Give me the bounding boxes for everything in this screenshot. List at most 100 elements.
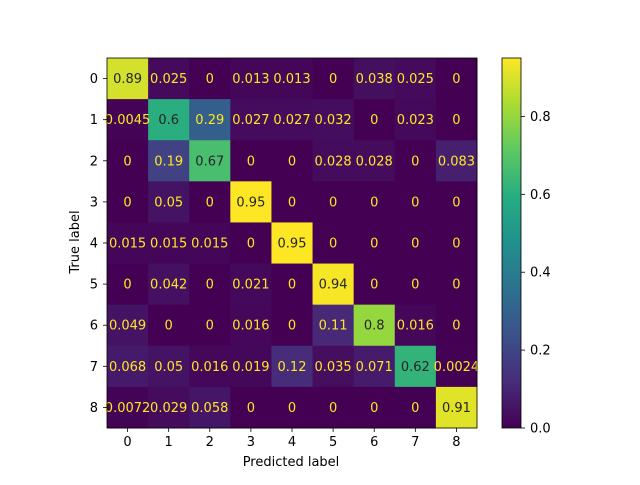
heatmap-cell — [230, 222, 272, 265]
heatmap-cell — [394, 222, 437, 265]
cell-value-label: 0.028 — [356, 154, 393, 169]
cell-value-label: 0 — [452, 319, 460, 334]
cell-value-label: 0.029 — [150, 401, 187, 416]
cell-value-label: 0 — [288, 195, 296, 210]
heatmap-cell — [230, 263, 272, 306]
cell-value-label: 0.042 — [150, 278, 187, 293]
cell-value-label: 0.0072 — [105, 401, 151, 416]
cell-value-label: 0 — [288, 319, 296, 334]
heatmap-cell — [353, 140, 396, 182]
cell-value-label: 0 — [206, 278, 214, 293]
heatmap-cell-labels: 0.89 0.025 0 0.013 0.013 0 0.038 0.025 0 0.0045 0.… — [105, 72, 479, 416]
heatmap-cell — [312, 386, 355, 429]
colorbar-tick-label: 0.4 — [530, 266, 551, 281]
heatmap-cell — [435, 304, 478, 347]
cell-value-label: 0.05 — [154, 360, 183, 375]
cell-value-label: 0 — [206, 72, 214, 87]
cell-value-label: 0.6 — [158, 113, 179, 128]
cell-value-label: 0.29 — [195, 113, 224, 128]
heatmap-cell — [148, 99, 190, 141]
cell-value-label: 0 — [452, 72, 460, 87]
cell-value-label: 0 — [411, 278, 419, 293]
heatmap-cell — [230, 58, 272, 100]
heatmap-cell — [107, 58, 149, 100]
heatmap-cell — [148, 345, 190, 388]
cell-value-label: 0 — [288, 401, 296, 416]
heatmap-cell — [394, 181, 437, 223]
cell-value-label: 0 — [452, 278, 460, 293]
cell-value-label: 0.94 — [319, 278, 348, 293]
heatmap-cell — [394, 345, 437, 388]
heatmap-cell — [148, 263, 190, 306]
heatmap-cell — [271, 58, 314, 100]
cell-value-label: 0.035 — [314, 360, 351, 375]
cell-value-label: 0.67 — [195, 154, 224, 169]
heatmap-cell — [230, 345, 272, 388]
cell-value-label: 0.038 — [356, 72, 393, 87]
cell-value-label: 0.068 — [109, 360, 146, 375]
heatmap-cell — [312, 263, 355, 306]
cell-value-label: 0.05 — [154, 195, 183, 210]
heatmap-cell — [107, 386, 149, 429]
heatmap-cell — [353, 222, 396, 265]
x-tick-label: 3 — [247, 435, 255, 450]
cell-value-label: 0.027 — [232, 113, 269, 128]
heatmap-cell — [230, 386, 272, 429]
heatmap-cell — [312, 181, 355, 223]
cell-value-label: 0.032 — [314, 113, 351, 128]
heatmap-cell — [394, 58, 437, 100]
cell-value-label: 0 — [123, 278, 131, 293]
cell-value-label: 0 — [452, 236, 460, 251]
cell-value-label: 0 — [247, 236, 255, 251]
cell-value-label: 0 — [247, 401, 255, 416]
y-tick-label: 4 — [90, 236, 98, 251]
heatmap-cell — [435, 140, 478, 182]
cell-value-label: 0.0045 — [105, 113, 151, 128]
colorbar-ticks: 0.0 0.2 0.4 0.6 0.8 — [521, 110, 551, 436]
cell-value-label: 0 — [329, 72, 337, 87]
heatmap-cell — [435, 386, 478, 429]
heatmap-cell — [148, 181, 190, 223]
colorbar-tick-label: 0.2 — [530, 344, 551, 359]
heatmap-cell — [107, 140, 149, 182]
x-axis-ticks: 0 1 2 3 4 5 6 7 8 — [123, 427, 461, 450]
cell-value-label: 0.049 — [109, 319, 146, 334]
heatmap-cell — [271, 181, 314, 223]
heatmap-cell — [148, 58, 190, 100]
y-tick-label: 5 — [90, 278, 98, 293]
cell-value-label: 0 — [370, 278, 378, 293]
heatmap-cell — [230, 140, 272, 182]
cell-value-label: 0.058 — [191, 401, 228, 416]
cell-value-label: 0.027 — [273, 113, 310, 128]
cell-value-label: 0.028 — [314, 154, 351, 169]
cell-value-label: 0 — [411, 236, 419, 251]
heatmap-cell — [435, 345, 478, 388]
y-tick-label: 2 — [90, 154, 98, 169]
cell-value-label: 0 — [370, 401, 378, 416]
colorbar-tick-label: 0.8 — [530, 110, 551, 125]
y-tick-label: 3 — [90, 195, 98, 210]
y-tick-label: 6 — [90, 319, 98, 334]
cell-value-label: 0.016 — [397, 319, 434, 334]
cell-value-label: 0 — [288, 154, 296, 169]
cell-value-label: 0 — [288, 278, 296, 293]
heatmap-cell — [189, 263, 231, 306]
cell-value-label: 0.11 — [319, 319, 348, 334]
cell-value-label: 0.95 — [236, 195, 265, 210]
cell-value-label: 0 — [411, 154, 419, 169]
heatmap-cell — [312, 99, 355, 141]
x-tick-label: 2 — [206, 435, 214, 450]
cell-value-label: 0 — [370, 113, 378, 128]
cell-value-label: 0.91 — [442, 401, 471, 416]
cell-value-label: 0.19 — [154, 154, 183, 169]
cell-value-label: 0.083 — [438, 154, 475, 169]
cell-value-label: 0.016 — [232, 319, 269, 334]
heatmap-cell — [394, 304, 437, 347]
cell-value-label: 0.019 — [232, 360, 269, 375]
cell-value-label: 0.023 — [397, 113, 434, 128]
x-axis-label: Predicted label — [243, 455, 340, 470]
heatmap-cell — [107, 222, 149, 265]
heatmap-cell — [189, 304, 231, 347]
heatmap-cell — [394, 386, 437, 429]
